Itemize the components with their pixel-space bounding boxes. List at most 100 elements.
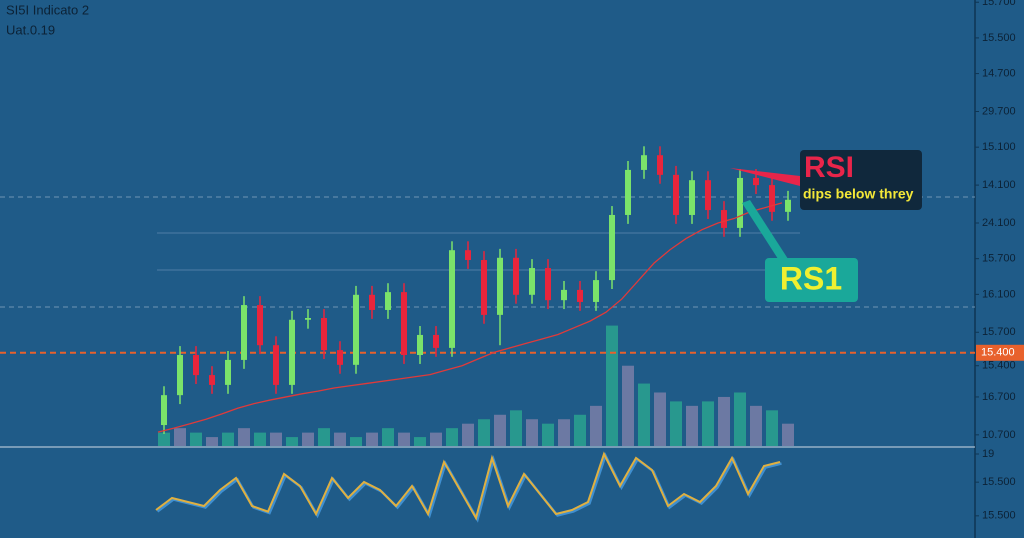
y-tick-label: 15.500: [982, 32, 1016, 44]
volume-bar: [158, 432, 170, 446]
candle-body: [545, 268, 551, 301]
volume-bar: [286, 437, 298, 446]
candle-body: [529, 268, 535, 295]
volume-bar: [350, 437, 362, 446]
candle-body: [241, 305, 247, 360]
volume-bar: [494, 414, 506, 446]
candle-body: [385, 292, 391, 310]
candle-body: [481, 260, 487, 315]
y-tick-label: 29.700: [982, 105, 1016, 117]
pointer: [742, 200, 790, 262]
candle-body: [737, 177, 743, 228]
candle-body: [209, 375, 215, 385]
volume-bar: [782, 423, 794, 446]
candle-body: [161, 395, 167, 426]
volume-bar: [686, 405, 698, 446]
candle-body: [257, 305, 263, 346]
volume-bar: [430, 432, 442, 446]
volume-bar: [446, 428, 458, 446]
y-tick-label: 16.100: [982, 288, 1016, 300]
y-tick-label: 24.100: [982, 217, 1016, 229]
volume-bar: [398, 432, 410, 446]
candle-body: [337, 350, 343, 365]
y-tick-label: 14.100: [982, 179, 1016, 191]
candle-body: [369, 294, 375, 310]
y-tick-label: 15.700: [982, 326, 1016, 338]
candle-body: [593, 280, 599, 302]
title: SI5I Indicato 2: [6, 2, 89, 17]
candle-body: [449, 250, 455, 348]
plot: 15.700 15.500 14.700 29.700 15.100 14.100 24.1…: [0, 0, 1024, 523]
candle-body: [321, 317, 327, 351]
candle-body: [465, 250, 471, 261]
y-tick-label: 15.100: [982, 141, 1016, 153]
candle-body: [689, 180, 695, 215]
volume-bar: [190, 432, 202, 446]
y-tick-label: 15.700: [982, 253, 1016, 265]
volume-bar: [302, 432, 314, 446]
volume-bar: [542, 423, 554, 446]
y-tick-label: 10.700: [982, 429, 1016, 441]
volume-bar: [270, 432, 282, 446]
candle-body: [721, 210, 727, 228]
candle-body: [177, 355, 183, 396]
volume-bar: [670, 401, 682, 446]
candle-body: [641, 155, 647, 170]
y-tick-label: 14.700: [982, 67, 1016, 79]
moving-average: [157, 202, 783, 433]
candle-body: [289, 319, 295, 385]
annotation: RS1: [780, 260, 842, 296]
annotation: RSI: [804, 151, 854, 184]
price-tag-label: 15.400: [981, 347, 1015, 359]
y-tick-label: 15.500: [982, 510, 1016, 522]
candle-body: [577, 289, 583, 302]
annotation-box: [800, 150, 922, 210]
volume-bar: [606, 325, 618, 446]
volume-bar: [590, 405, 602, 446]
volume-bar: [174, 428, 186, 446]
price-tag: [976, 344, 1024, 361]
annotation-box: [765, 258, 858, 302]
rsi-line: [155, 451, 781, 521]
volume-bar: [414, 437, 426, 446]
candle-body: [769, 185, 775, 212]
arrow: [730, 168, 800, 186]
candle-body: [609, 214, 615, 281]
candle-body: [673, 174, 679, 215]
y-tick-label: 16.700: [982, 391, 1016, 403]
volume-bar: [334, 432, 346, 446]
candle-body: [657, 155, 663, 175]
volume-bar: [366, 432, 378, 446]
volume-bar: [718, 396, 730, 446]
candle-body: [225, 359, 231, 385]
volume-bar: [766, 410, 778, 446]
volume-bar: [510, 410, 522, 446]
candle-body: [401, 292, 407, 356]
volume-bar: [526, 419, 538, 446]
volume-bar: [574, 414, 586, 446]
annotations: RSI dips below threy RS1: [730, 150, 922, 302]
subtitle: Uat.0.19: [6, 22, 55, 37]
candle-body: [193, 355, 199, 376]
volume-bar: [622, 365, 634, 446]
volume-bar: [734, 392, 746, 446]
candle-body: [305, 317, 311, 320]
candle-body: [417, 334, 423, 356]
volume-bar: [254, 432, 266, 446]
volume-bar: [558, 419, 570, 446]
volume-bar: [382, 428, 394, 446]
volume-bar: [638, 383, 650, 446]
volume-bar: [702, 401, 714, 446]
candle-body: [273, 345, 279, 385]
candle-body: [625, 169, 631, 215]
volume-bar: [222, 432, 234, 446]
volume-bar: [462, 423, 474, 446]
candle-body: [513, 257, 519, 295]
volume-bar: [478, 419, 490, 446]
y-tick-label: 15.500: [982, 476, 1016, 488]
annotation: dips below threy: [803, 186, 914, 202]
volume-bar: [750, 405, 762, 446]
volume-bar: [654, 392, 666, 446]
